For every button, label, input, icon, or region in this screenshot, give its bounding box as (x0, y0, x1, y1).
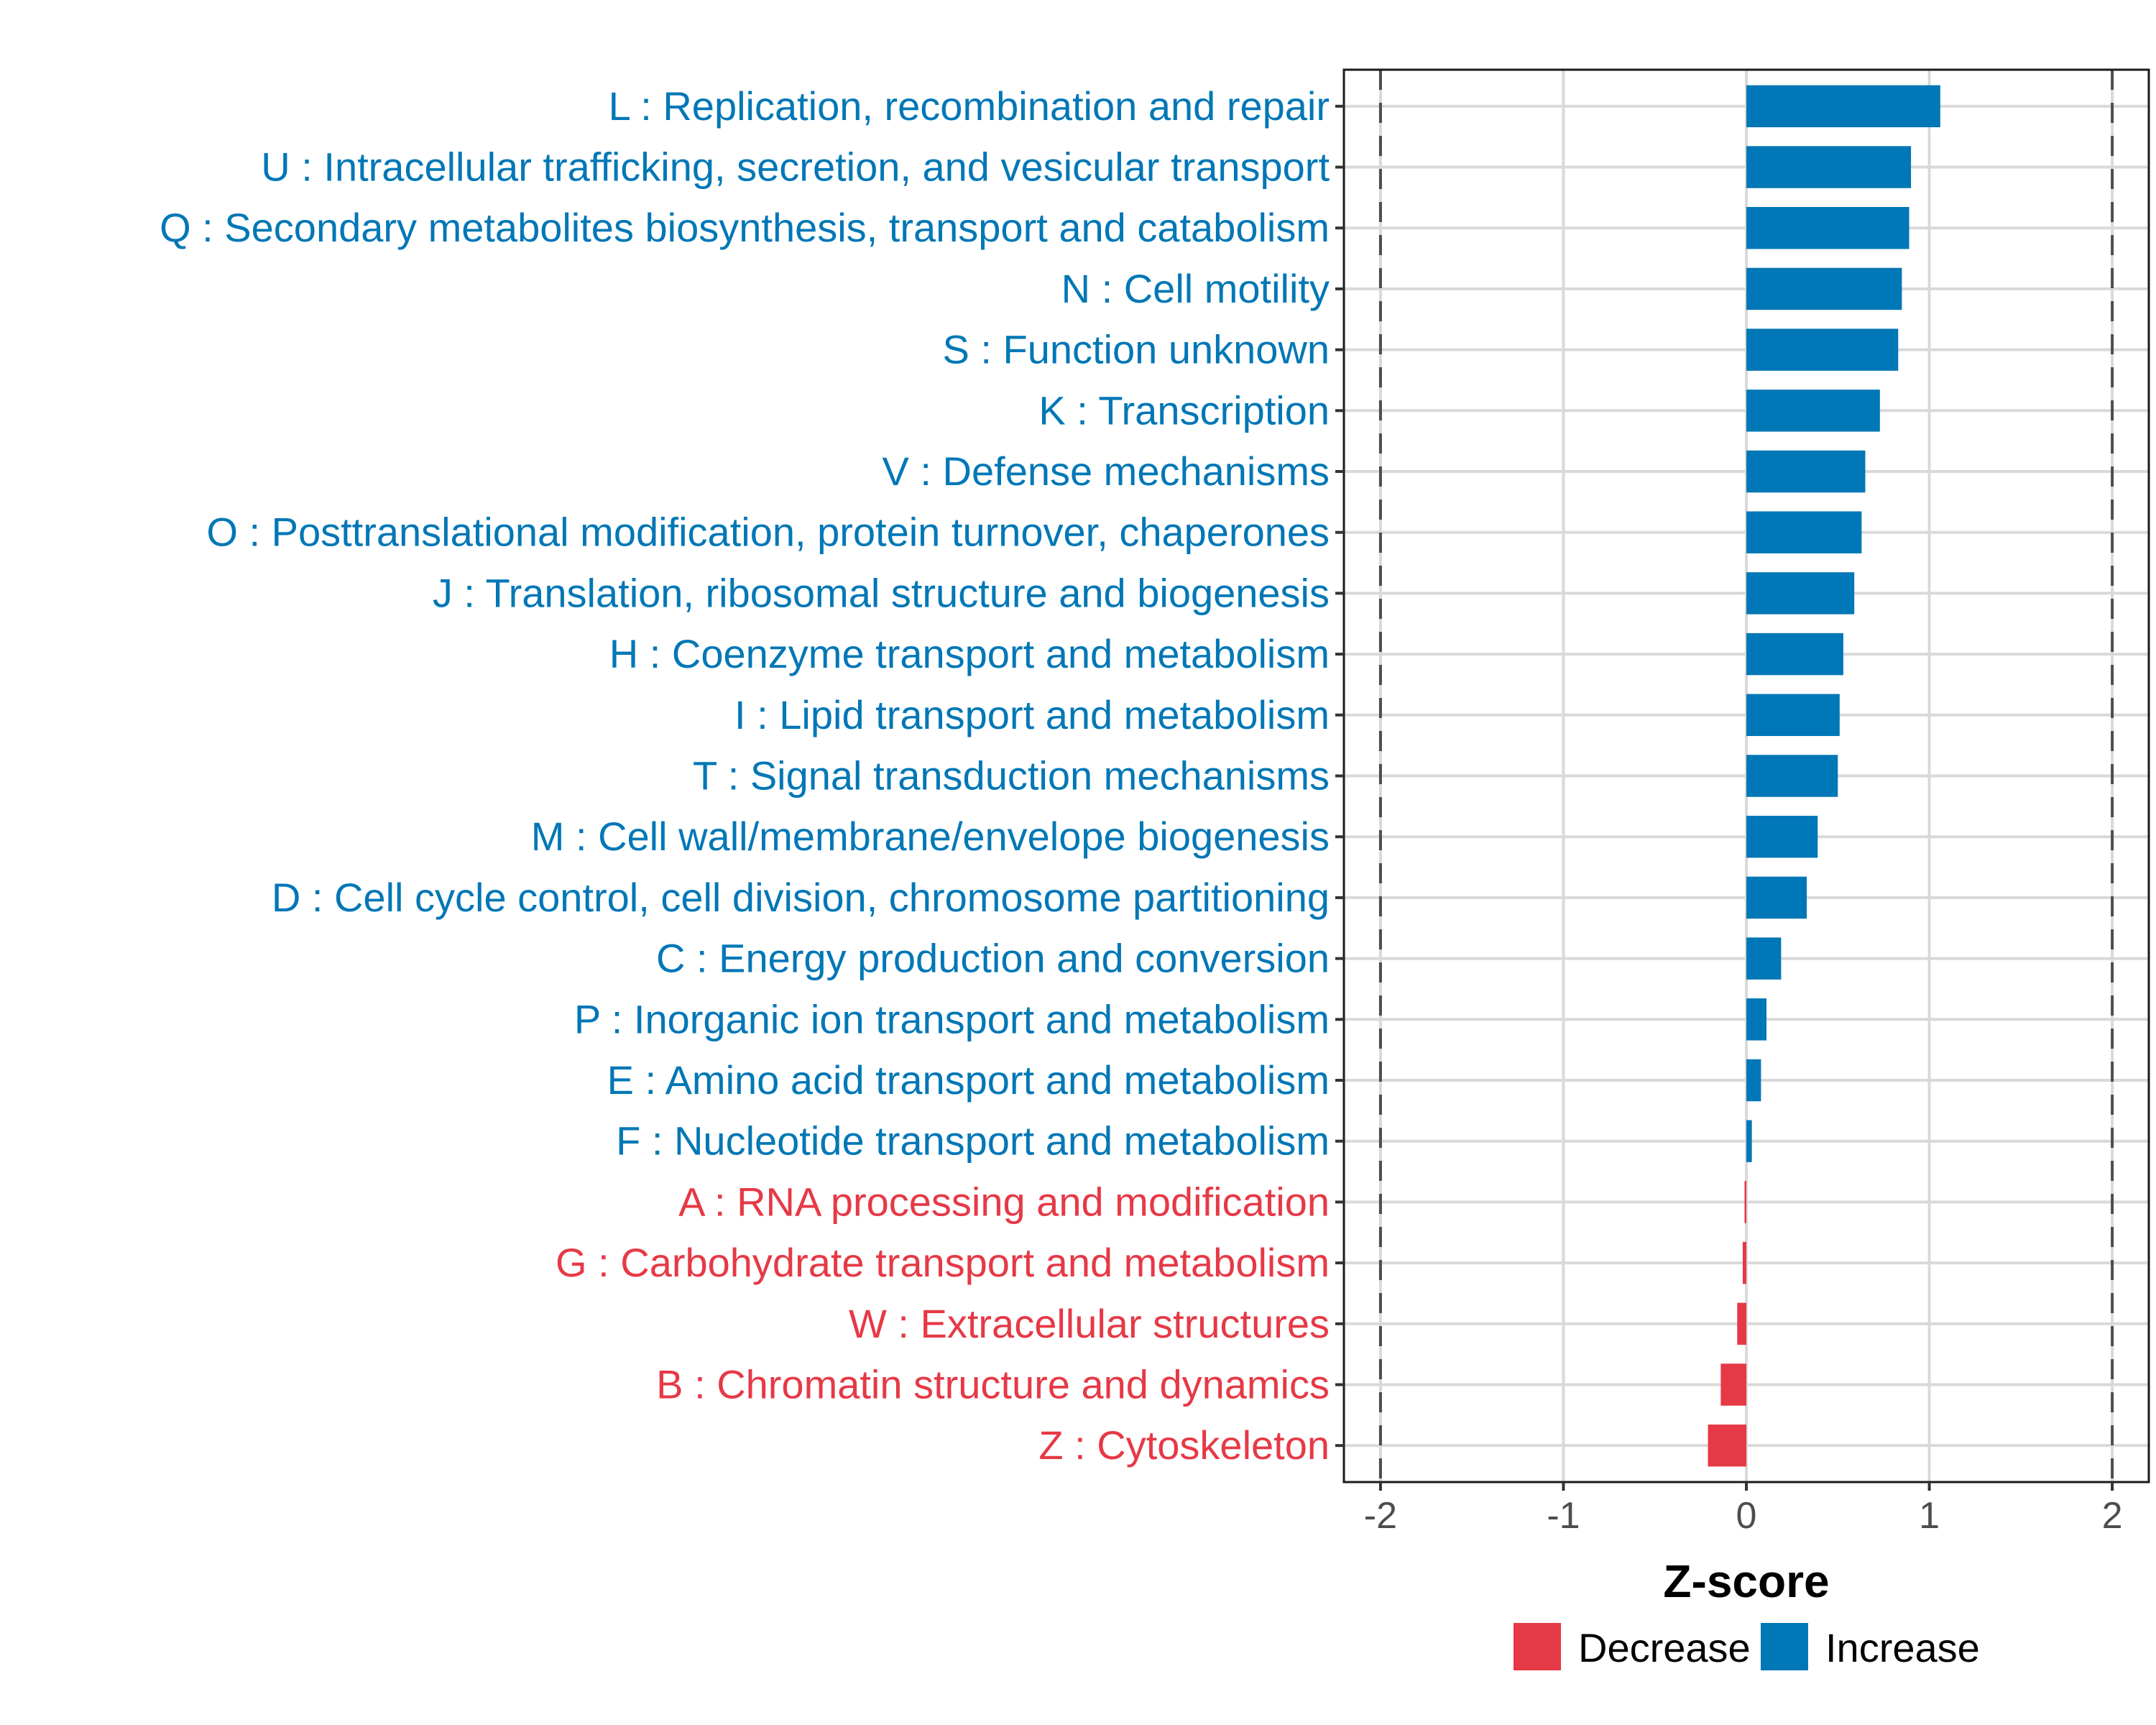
y-tick-label: I : Lipid transport and metabolism (734, 692, 1330, 737)
y-tick-label: U : Intracellular trafficking, secretion… (261, 144, 1330, 190)
legend-label-increase: Increase (1825, 1625, 1980, 1670)
legend: Decrease Increase (1514, 1623, 1980, 1670)
bars (1708, 85, 1940, 1467)
x-tick-label: -1 (1547, 1495, 1580, 1537)
y-tick-label: T : Signal transduction mechanisms (693, 753, 1330, 799)
y-tick-label: J : Translation, ribosomal structure and… (433, 570, 1330, 615)
legend-swatch-increase (1761, 1623, 1808, 1670)
bar-a (1744, 1181, 1746, 1223)
bar-d (1746, 876, 1807, 919)
bar-e (1746, 1059, 1761, 1102)
bar-o (1746, 511, 1862, 553)
y-tick-label: V : Defense mechanisms (883, 448, 1330, 494)
bar-f (1746, 1120, 1752, 1162)
bar-n (1746, 267, 1902, 310)
y-tick-label: H : Coenzyme transport and metabolism (609, 631, 1330, 676)
bar-c (1746, 937, 1782, 980)
bar-b (1720, 1363, 1746, 1406)
y-tick-label: O : Posttranslational modification, prot… (206, 510, 1330, 555)
bar-h (1746, 632, 1843, 676)
y-tick-label: K : Transcription (1038, 387, 1330, 433)
bar-s (1746, 328, 1899, 371)
bar-t (1746, 755, 1838, 797)
y-axis: L : Replication, recombination and repai… (160, 83, 1344, 1468)
bar-i (1746, 694, 1840, 737)
y-tick-label: G : Carbohydrate transport and metabolis… (556, 1240, 1330, 1285)
bar-k (1746, 390, 1880, 432)
bar-v (1746, 450, 1866, 493)
bar-g (1742, 1241, 1746, 1284)
y-tick-label: A : RNA processing and modification (678, 1179, 1330, 1224)
x-tick-label: 2 (2102, 1495, 2123, 1537)
bar-m (1746, 815, 1818, 858)
y-tick-label: S : Function unknown (942, 327, 1330, 372)
bar-z (1708, 1424, 1746, 1467)
y-tick-label: E : Amino acid transport and metabolism (607, 1057, 1330, 1103)
bar-q (1746, 206, 1909, 249)
y-tick-label: C : Energy production and conversion (656, 936, 1330, 981)
y-tick-label: N : Cell motility (1061, 266, 1330, 311)
x-tick-label: 0 (1736, 1495, 1757, 1537)
reference-lines (1378, 70, 2114, 1482)
bar-l (1746, 85, 1940, 128)
y-tick-label: W : Extracellular structures (849, 1301, 1330, 1346)
x-axis: -2 -1 0 1 2 (1364, 1482, 2123, 1537)
legend-swatch-decrease (1514, 1623, 1561, 1670)
bar-w (1737, 1302, 1746, 1346)
x-tick-label: -2 (1364, 1495, 1397, 1537)
y-tick-label: Q : Secondary metabolites biosynthesis, … (160, 205, 1330, 250)
y-tick-label: B : Chromatin structure and dynamics (656, 1361, 1330, 1407)
y-tick-label: P : Inorganic ion transport and metaboli… (574, 996, 1330, 1041)
y-tick-label: L : Replication, recombination and repai… (609, 83, 1330, 129)
bar-u (1746, 146, 1912, 188)
legend-label-decrease: Decrease (1578, 1625, 1751, 1670)
x-tick-label: 1 (1919, 1495, 1940, 1537)
y-tick-label: F : Nucleotide transport and metabolism (616, 1118, 1330, 1164)
bar-j (1746, 572, 1855, 615)
x-axis-title: Z-score (1663, 1555, 1829, 1607)
y-tick-label: M : Cell wall/membrane/envelope biogenes… (531, 814, 1330, 859)
y-tick-label: D : Cell cycle control, cell division, c… (272, 875, 1330, 920)
y-tick-label: Z : Cytoskeleton (1038, 1422, 1330, 1468)
bar-p (1746, 998, 1766, 1041)
